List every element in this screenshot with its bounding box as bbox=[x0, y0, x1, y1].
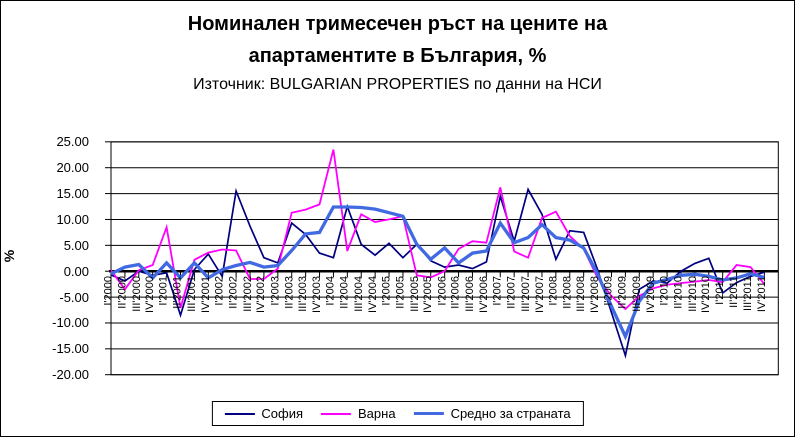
x-tick-label: I'2008 bbox=[547, 276, 560, 306]
x-tick-label: IV'2001 bbox=[199, 276, 212, 313]
x-tick-label: II'2005 bbox=[394, 276, 407, 309]
legend-label-sofia: София bbox=[261, 406, 304, 421]
x-tick-label: II'2011 bbox=[728, 276, 741, 308]
legend-label-varna: Варна bbox=[358, 406, 396, 421]
x-tick-label: III'2005 bbox=[408, 276, 421, 312]
x-tick-label: I'2009 bbox=[602, 276, 615, 306]
x-tick-label: I'2003 bbox=[269, 276, 282, 306]
x-tick-label: I'2010 bbox=[658, 276, 671, 306]
x-tick-label: III'2009 bbox=[630, 276, 643, 312]
y-tick-label: 0.00 bbox=[63, 263, 89, 279]
x-tick-label: II'2000 bbox=[116, 276, 129, 309]
x-tick-label: IV'2006 bbox=[477, 276, 490, 313]
y-tick-label: -10.00 bbox=[52, 315, 89, 331]
x-tick-label: IV'2008 bbox=[589, 276, 602, 313]
y-tick-label: 10.00 bbox=[56, 211, 89, 227]
x-tick-label: IV'2009 bbox=[644, 276, 657, 313]
x-tick-label: IV'2003 bbox=[311, 276, 324, 313]
legend-swatch-sofia bbox=[224, 412, 255, 415]
x-tick-label: I'2011 bbox=[714, 276, 727, 305]
x-tick-label: IV'2005 bbox=[422, 276, 435, 313]
y-tick-label: 20.00 bbox=[56, 160, 89, 176]
legend-item-sofia: София bbox=[224, 406, 303, 421]
y-tick-label: 25.00 bbox=[56, 134, 89, 150]
x-tick-label: III'2007 bbox=[519, 276, 532, 312]
x-tick-label: I'2007 bbox=[491, 276, 504, 306]
legend-item-varna: Варна bbox=[321, 406, 396, 421]
x-tick-label: I'2005 bbox=[380, 276, 393, 306]
x-tick-label: IV'2000 bbox=[144, 276, 157, 313]
x-tick-label: III'2006 bbox=[463, 276, 476, 312]
y-tick-label: -15.00 bbox=[52, 341, 89, 357]
legend-swatch-country-average bbox=[413, 412, 444, 415]
chart-title-line2: апартаментите в България, % bbox=[248, 45, 547, 67]
x-tick-label: II'2002 bbox=[227, 276, 240, 309]
y-tick-label: 15.00 bbox=[56, 186, 89, 202]
x-tick-label: IV'2011 bbox=[755, 276, 768, 313]
x-tick-label: I'2006 bbox=[436, 276, 449, 306]
x-tick-label: II'2006 bbox=[450, 276, 463, 309]
x-tick-label: II'2008 bbox=[561, 276, 574, 309]
x-tick-label: II'2009 bbox=[616, 276, 629, 309]
legend-label-country-average: Средно за страната bbox=[450, 406, 571, 421]
x-tick-label: IV'2010 bbox=[700, 276, 713, 313]
legend-item-country-average: Средно за страната bbox=[413, 406, 571, 421]
x-tick-label: II'2001 bbox=[172, 276, 185, 309]
x-tick-label: III'2002 bbox=[241, 276, 254, 312]
x-tick-label: I'2001 bbox=[158, 276, 171, 306]
x-tick-label: III'2010 bbox=[686, 276, 699, 312]
x-tick-label: II'2007 bbox=[505, 276, 518, 309]
x-tick-label: III'2001 bbox=[185, 276, 198, 312]
x-tick-label: I'2000 bbox=[102, 276, 115, 306]
x-tick-label: III'2003 bbox=[297, 276, 310, 312]
y-tick-label: -5.00 bbox=[59, 289, 89, 305]
chart-subtitle: Източник: BULGARIAN PROPERTIES по данни … bbox=[193, 76, 602, 93]
x-tick-label: I'2002 bbox=[213, 276, 226, 306]
x-tick-label: II'2010 bbox=[672, 276, 685, 309]
x-tick-label: III'2004 bbox=[352, 276, 365, 312]
x-tick-label: IV'2002 bbox=[255, 276, 268, 313]
x-tick-label: II'2003 bbox=[283, 276, 296, 309]
chart-title-line1: Номинален тримесечен ръст на цените на bbox=[187, 13, 608, 35]
x-tick-label: IV'2007 bbox=[533, 276, 546, 313]
x-tick-label: III'2008 bbox=[575, 276, 588, 312]
legend: София Варна Средно за страната bbox=[211, 401, 584, 426]
legend-swatch-varna bbox=[321, 412, 352, 415]
x-tick-label: IV'2004 bbox=[366, 276, 379, 313]
x-tick-label: III'2011 bbox=[742, 276, 754, 311]
y-tick-label: -20.00 bbox=[52, 367, 89, 383]
x-tick-label: I'2004 bbox=[324, 276, 337, 306]
x-tick-label: II'2004 bbox=[338, 276, 351, 309]
y-tick-label: 5.00 bbox=[63, 237, 89, 253]
x-tick-label: III'2000 bbox=[130, 276, 143, 312]
